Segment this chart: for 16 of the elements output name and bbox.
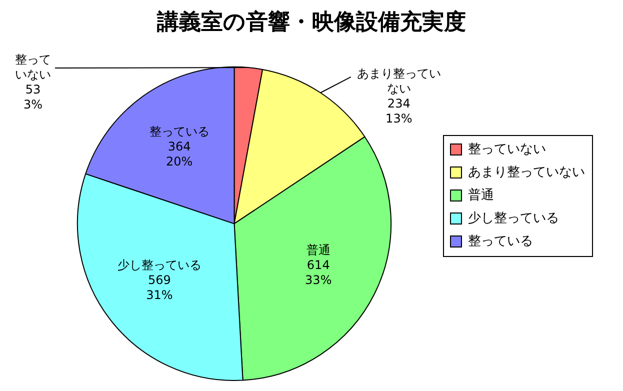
legend-label: 普通 <box>468 186 494 203</box>
slice-label: 普通 <box>306 242 330 257</box>
slice-label: 整っていない <box>15 52 51 82</box>
slice-label: 整っている <box>149 124 210 138</box>
data-label: 53 3% <box>23 82 43 112</box>
legend-label: あまり整っていない <box>468 164 585 180</box>
data-label: 569 31% <box>146 272 173 302</box>
legend-label: 整っている <box>468 234 533 249</box>
slice-label: 少し整っている <box>117 258 202 272</box>
legend-label: 整っていない <box>468 142 546 157</box>
chart-title: 講義室の音響・映像設備充実度 <box>156 8 466 35</box>
legend-label: 少し整っている <box>468 210 559 226</box>
data-label: 234 13% <box>386 96 412 126</box>
data-label: 364 20% <box>166 139 193 168</box>
data-label: 614 33% <box>305 258 332 287</box>
slice-label: あまり整っていない <box>356 66 441 96</box>
